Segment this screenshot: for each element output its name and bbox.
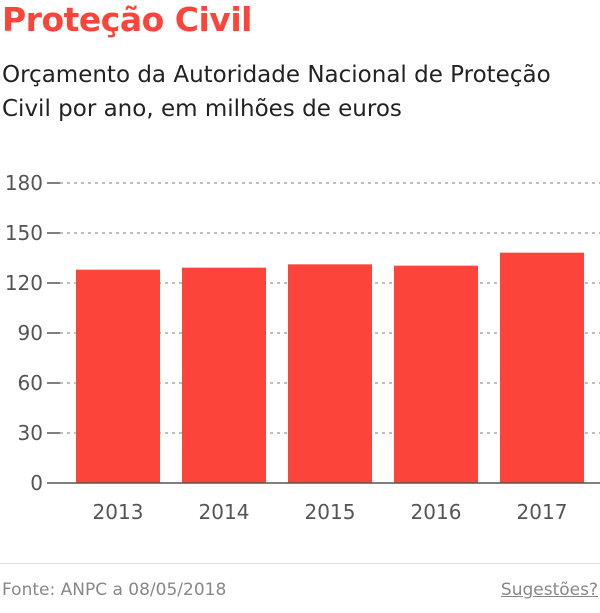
source-note: Fonte: ANPC a 08/05/2018 (2, 580, 227, 600)
bar (288, 264, 372, 483)
bar (182, 267, 266, 483)
x-tick-label: 2013 (93, 500, 144, 524)
bar (394, 265, 478, 483)
x-tick-label: 2015 (305, 500, 356, 524)
y-tick-label: 30 (18, 421, 43, 445)
y-tick-label: 120 (5, 271, 43, 295)
chart-title: Proteção Civil (2, 0, 252, 39)
y-tick-label: 150 (5, 221, 43, 245)
bar-chart: 0 30 60 90 120 150 180 2013 2014 2015 2016 2017 (5, 171, 600, 524)
x-tick-label: 2014 (199, 500, 250, 524)
y-tick-label: 180 (5, 171, 43, 195)
chart-subtitle: Orçamento da Autoridade Nacional de Prot… (2, 62, 551, 122)
y-tick-label: 60 (18, 371, 43, 395)
x-tick-label: 2017 (517, 500, 568, 524)
suggestions-link[interactable]: Sugestões? (500, 580, 598, 600)
y-tick-label: 90 (18, 321, 43, 345)
bar (500, 252, 584, 483)
footer: Fonte: ANPC a 08/05/2018 Sugestões? (0, 563, 600, 613)
bar (76, 269, 160, 483)
y-tick-label: 0 (30, 471, 43, 495)
x-tick-label: 2016 (411, 500, 462, 524)
